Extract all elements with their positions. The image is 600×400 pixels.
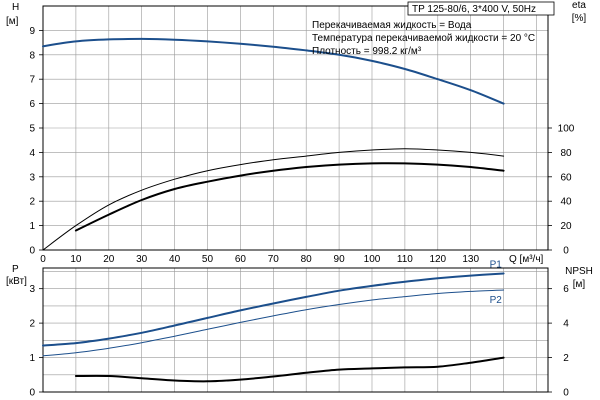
left-axis-tick-label: 3	[29, 284, 35, 295]
x-axis-tick-label: 40	[169, 254, 181, 265]
series-line	[42, 37, 505, 105]
x-axis-tick-label: 80	[301, 254, 313, 265]
series-line	[74, 162, 505, 232]
model-label: TP 125-80/6, 3*400 V, 50Hz	[412, 4, 536, 15]
right-axis-tick-label: 0	[563, 246, 569, 257]
x-axis-tick-label: 100	[364, 254, 381, 265]
left-axis-tick-label: 5	[29, 124, 35, 135]
x-axis-tick-label: 130	[462, 254, 479, 265]
bottom-chart-series: P1 P2	[42, 260, 505, 383]
x-axis-tick-label: 10	[70, 254, 82, 265]
x-axis-tick-label: 110	[397, 254, 413, 265]
right-axis-title: NPSH	[565, 266, 593, 277]
left-axis-tick-label: 6	[29, 99, 35, 110]
right-axis-tick-label: 100	[558, 124, 575, 135]
series-line	[42, 272, 505, 347]
left-axis-tick-label: 1	[29, 221, 35, 232]
left-axis-title: H	[12, 2, 19, 13]
right-axis-tick-label: 60	[560, 172, 572, 183]
bottom-chart-axes: 0 1 2 3 0 2 4 6 P[кВт] NPSH [м]	[6, 264, 593, 399]
left-axis-tick-label: 2	[29, 197, 35, 208]
x-axis-label: Q [м³/ч]	[509, 254, 544, 265]
top-chart-series	[42, 37, 505, 251]
right-axis-tick-label: 2	[563, 353, 569, 364]
left-axis-unit: [кВт]	[6, 276, 27, 287]
left-axis-tick-label: 9	[29, 26, 35, 37]
left-axis-tick-label: 3	[29, 172, 35, 183]
right-axis-tick-label: 6	[563, 284, 569, 295]
left-axis-tick-label: 7	[29, 75, 35, 86]
right-axis-tick-label: 20	[560, 221, 572, 232]
left-axis-tick-label: 1	[29, 353, 35, 364]
series-line	[42, 289, 505, 357]
series-line	[74, 356, 505, 383]
x-axis-tick-label: 90	[334, 254, 346, 265]
right-axis-tick-label: 80	[560, 148, 572, 159]
left-axis-tick-label: 8	[29, 50, 35, 61]
left-axis-tick-label: 0	[29, 388, 35, 399]
fluid-info: Перекачиваемая жидкость = Вода Температу…	[312, 20, 535, 57]
right-axis-tick-label: 40	[560, 197, 572, 208]
x-axis-tick-label: 30	[136, 254, 148, 265]
fluid-info-line: Температура перекачиваемой жидкости = 20…	[312, 33, 535, 44]
series-label: P2	[490, 295, 503, 306]
x-axis-tick-label: 120	[429, 254, 446, 265]
left-axis-tick-label: 4	[29, 148, 35, 159]
left-axis-title: P	[12, 264, 19, 275]
x-axis-tick-label: 20	[103, 254, 115, 265]
right-axis-tick-label: 4	[563, 319, 569, 330]
x-axis-tick-label: 0	[40, 254, 46, 265]
fluid-info-line: Плотность = 998.2 кг/м³	[312, 46, 422, 57]
left-axis-tick-label: 2	[29, 319, 35, 330]
x-axis-tick-label: 60	[235, 254, 247, 265]
right-axis-title: eta	[572, 0, 586, 11]
model-header-box	[407, 1, 555, 16]
bottom-chart-frame	[42, 267, 549, 393]
bottom-chart: P1 P2 0 1 2 3 0 2 4 6 P[кВт] NPSH [м]	[6, 260, 593, 399]
x-axis-tick-label: 50	[202, 254, 214, 265]
fluid-info-line: Перекачиваемая жидкость = Вода	[312, 20, 472, 31]
model-header: TP 125-80/6, 3*400 V, 50Hz	[407, 1, 555, 16]
series-line	[42, 148, 505, 251]
series-label: P1	[490, 260, 503, 271]
right-axis-unit: [%]	[572, 13, 587, 24]
left-axis-unit: [м]	[6, 16, 19, 27]
right-axis-unit: [м]	[573, 279, 586, 290]
left-axis-tick-label: 0	[29, 246, 35, 257]
right-axis-tick-label: 0	[563, 388, 569, 399]
x-axis-tick-label: 70	[268, 254, 280, 265]
bottom-chart-grid	[43, 268, 548, 392]
